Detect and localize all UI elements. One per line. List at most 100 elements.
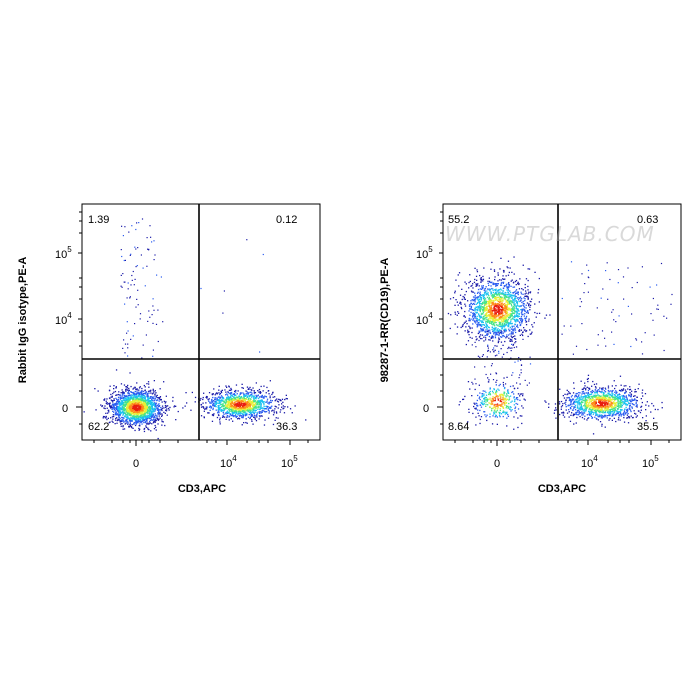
panel-1-event-dot	[123, 402, 125, 404]
panel-2-event-dot	[499, 268, 501, 270]
panel-2-event-dot	[514, 310, 516, 312]
panel-1-event-dot	[245, 390, 247, 392]
panel-1-event-dot	[133, 418, 135, 421]
panel-2-event-dot	[514, 314, 516, 316]
panel-2-event-dot	[501, 313, 503, 315]
panel-2-event-dot	[538, 277, 540, 280]
panel-1-event-dot	[251, 404, 253, 406]
panel-2-event-dot	[475, 303, 477, 305]
panel-1-event-dot	[103, 416, 106, 418]
panel-2-event-dot	[495, 321, 497, 324]
panel-1-event-dot	[153, 380, 155, 382]
panel-1-event-dot	[260, 385, 262, 388]
panel-2-event-dot	[500, 289, 502, 291]
panel-1-event-dot	[123, 411, 125, 413]
panel-2-event-dot	[482, 404, 484, 406]
panel-1-event-dot	[234, 395, 236, 397]
panel-2-event-dot	[468, 411, 470, 413]
panel-1-event-dot	[243, 402, 245, 405]
panel-1-event-dot	[212, 393, 214, 395]
panel-1-event-dot	[146, 237, 148, 239]
panel-2-event-dot	[508, 284, 510, 286]
panel-2-event-dot	[502, 309, 504, 311]
panel-2-event-dot	[521, 333, 523, 335]
panel-1-event-dot	[260, 404, 262, 406]
panel-2-event-dot	[503, 353, 505, 355]
panel-1-event-dot	[232, 412, 234, 414]
panel-2-event-dot	[495, 304, 497, 306]
panel-2-event-dot	[469, 320, 471, 322]
panel-1-event-dot	[138, 421, 140, 423]
panel-2-event-dot	[485, 397, 487, 399]
panel-1-event-dot	[127, 282, 129, 284]
panel-1-event-dot	[142, 399, 144, 401]
panel-1-event-dot	[112, 410, 114, 412]
panel-1-event-dot	[203, 410, 205, 412]
panel-1-event-dot	[158, 412, 161, 414]
panel-2-event-dot	[477, 308, 479, 310]
panel-2-event-dot	[519, 395, 521, 397]
panel-1-event-dot	[224, 403, 227, 405]
panel-2-event-dot	[495, 411, 497, 413]
panel-2-event-dot	[467, 331, 469, 334]
panel-2-event-dot	[516, 297, 518, 300]
panel-1-event-dot	[151, 241, 153, 243]
panel-1-event-dot	[132, 394, 135, 396]
panel-1-event-dot	[228, 416, 230, 418]
panel-1-event-dot	[152, 416, 154, 418]
panel-1-event-dot	[117, 393, 119, 396]
panel-1-y-tick-1e4: 104	[55, 311, 72, 327]
panel-2-event-dot	[502, 314, 504, 317]
panel-1-event-dot	[279, 399, 281, 401]
panel-2-event-dot	[485, 309, 487, 312]
panel-2-event-dot	[498, 312, 500, 314]
panel-2-event-dot	[496, 395, 498, 397]
panel-1-event-dot	[229, 413, 232, 416]
panel-2-event-dot	[527, 293, 529, 295]
panel-2-event-dot	[494, 319, 497, 321]
panel-2-event-dot	[498, 324, 500, 326]
panel-2-event-dot	[463, 296, 465, 299]
panel-1-event-dot	[136, 382, 138, 384]
panel-1-event-dot	[243, 400, 245, 402]
panel-1-event-dot	[265, 408, 267, 410]
panel-1-event-dot	[127, 398, 129, 401]
panel-1-event-dot	[275, 411, 278, 413]
panel-2-event-dot	[489, 331, 491, 333]
panel-2-event-dot	[474, 315, 476, 317]
panel-1-event-dot	[109, 404, 111, 406]
panel-2-event-dot	[477, 307, 479, 309]
panel-2-event-dot	[506, 425, 508, 427]
panel-1-event-dot	[161, 420, 163, 423]
panel-1-event-dot	[275, 417, 277, 419]
panel-2-event-dot	[522, 293, 524, 295]
panel-2-event-dot	[518, 329, 521, 331]
panel-1-event-dot	[202, 402, 204, 404]
panel-1-event-dot	[279, 411, 281, 413]
panel-1-event-dot	[282, 401, 284, 403]
panel-1-event-dot	[101, 405, 103, 408]
panel-2-event-dot	[481, 320, 483, 323]
panel-2-event-dot	[509, 299, 511, 302]
panel-1-event-dot	[255, 396, 257, 399]
panel-2-event-dot	[454, 323, 456, 325]
panel-1-event-dot	[132, 409, 134, 411]
panel-2-event-dot	[481, 288, 483, 290]
panel-2-event-dot	[506, 376, 508, 378]
panel-1-event-dot	[239, 406, 241, 408]
panel-2-event-dot	[513, 256, 515, 258]
panel-1-event-dot	[177, 410, 179, 413]
panel-2-event-dot	[509, 317, 511, 319]
panel-2-event-dot	[522, 395, 524, 397]
panel-1-event-dot	[233, 412, 235, 415]
panel-1-event-dot	[243, 394, 245, 396]
panel-1-event-dot	[268, 393, 270, 395]
panel-1-event-dot	[212, 400, 215, 402]
panel-1-event-dot	[221, 396, 223, 398]
panel-2-event-dot	[524, 293, 526, 295]
panel-2-event-dot	[524, 283, 526, 286]
panel-2-event-dot	[479, 307, 481, 309]
panel-1-event-dot	[203, 416, 205, 418]
panel-1-event-dot	[146, 411, 148, 413]
panel-2-event-dot	[467, 331, 469, 333]
